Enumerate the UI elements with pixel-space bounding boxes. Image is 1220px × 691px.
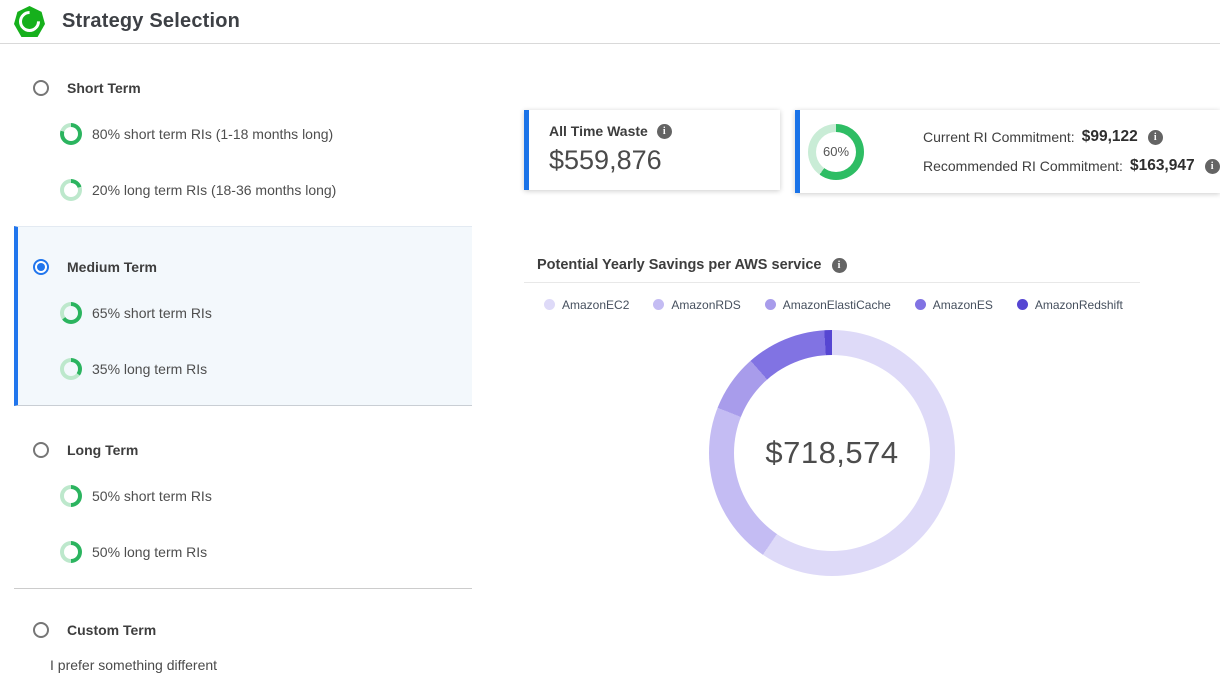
strategy-section-custom-term: Custom Term I prefer something different — [14, 588, 472, 691]
page-title: Strategy Selection — [62, 10, 240, 33]
page-header: Strategy Selection — [0, 0, 1220, 44]
allocation-ring-icon — [60, 179, 82, 201]
allocation-label: 65% short term RIs — [92, 305, 212, 321]
strategy-label: Short Term — [67, 80, 141, 96]
all-time-waste-value: $559,876 — [549, 145, 780, 176]
legend-dot-icon — [653, 299, 664, 310]
legend-item-amazonredshift[interactable]: AmazonRedshift — [1017, 298, 1123, 312]
allocation-label: 20% long term RIs (18-36 months long) — [92, 182, 336, 198]
info-icon[interactable]: i — [1148, 130, 1163, 145]
strategy-label: Long Term — [67, 442, 138, 458]
allocation-ring-icon — [60, 123, 82, 145]
strategy-section-short-term: Short Term 80% short term RIs (1-18 month… — [14, 44, 472, 226]
allocation-label: 50% short term RIs — [92, 488, 212, 504]
info-icon[interactable]: i — [1205, 159, 1220, 174]
allocation-label: 35% long term RIs — [92, 361, 207, 377]
legend-label: AmazonRedshift — [1035, 298, 1123, 312]
allocation-item: 65% short term RIs — [60, 302, 472, 324]
waste-card-title: All Time Waste — [549, 123, 648, 139]
strategy-description: I prefer something different — [50, 657, 472, 673]
allocation-ring-icon — [60, 302, 82, 324]
strategy-label: Custom Term — [67, 622, 156, 638]
radio-long-term[interactable] — [33, 442, 49, 458]
legend-item-amazones[interactable]: AmazonES — [915, 298, 993, 312]
recommended-ri-commitment-value: $163,947 — [1130, 157, 1195, 175]
chart-legend: AmazonEC2 AmazonRDS AmazonElastiCache Amazo… — [544, 297, 1140, 312]
chart-title: Potential Yearly Savings per AWS service — [537, 257, 822, 273]
current-ri-commitment-label: Current RI Commitment: — [923, 129, 1075, 145]
chart-divider — [524, 282, 1140, 283]
legend-dot-icon — [765, 299, 776, 310]
allocation-item: 35% long term RIs — [60, 358, 472, 380]
info-icon[interactable]: i — [832, 258, 847, 273]
savings-donut-chart: $718,574 — [709, 330, 955, 576]
allocation-ring-icon — [60, 358, 82, 380]
legend-item-amazonrds[interactable]: AmazonRDS — [653, 298, 740, 312]
strategy-option-long-term[interactable]: Long Term — [33, 441, 472, 458]
current-ri-commitment-value: $99,122 — [1082, 128, 1138, 146]
recommended-ri-commitment-row: Recommended RI Commitment: $163,947 i — [923, 157, 1220, 175]
radio-medium-term[interactable] — [33, 259, 49, 275]
legend-dot-icon — [915, 299, 926, 310]
strategy-section-long-term: Long Term 50% short term RIs 50% long term… — [14, 406, 472, 588]
strategy-selection-page: Strategy Selection Short Term 80% short t… — [0, 0, 1220, 691]
logo-c-glyph — [15, 7, 45, 37]
legend-dot-icon — [544, 299, 555, 310]
allocation-item: 50% long term RIs — [60, 541, 472, 563]
legend-item-amazonelasticache[interactable]: AmazonElastiCache — [765, 298, 891, 312]
strategy-list: Short Term 80% short term RIs (1-18 month… — [14, 44, 472, 691]
strategy-label: Medium Term — [67, 259, 157, 275]
app-logo-icon — [14, 6, 45, 37]
recommended-ri-commitment-label: Recommended RI Commitment: — [923, 158, 1123, 174]
legend-item-amazonec2[interactable]: AmazonEC2 — [544, 298, 629, 312]
info-icon[interactable]: i — [657, 124, 672, 139]
strategy-option-custom-term[interactable]: Custom Term — [33, 621, 472, 638]
donut-center-value: $718,574 — [709, 330, 955, 576]
gauge-percent-label: 60% — [823, 144, 849, 159]
allocation-label: 50% long term RIs — [92, 544, 207, 560]
strategy-option-short-term[interactable]: Short Term — [33, 79, 472, 96]
radio-short-term[interactable] — [33, 80, 49, 96]
radio-custom-term[interactable] — [33, 622, 49, 638]
legend-label: AmazonEC2 — [562, 298, 629, 312]
ri-commitment-card: 60% Current RI Commitment: $99,122 i Rec… — [795, 110, 1220, 193]
allocation-item: 80% short term RIs (1-18 months long) — [60, 123, 472, 145]
legend-dot-icon — [1017, 299, 1028, 310]
allocation-item: 50% short term RIs — [60, 485, 472, 507]
legend-label: AmazonRDS — [671, 298, 740, 312]
all-time-waste-card: All Time Waste i $559,876 — [524, 110, 780, 190]
current-ri-commitment-row: Current RI Commitment: $99,122 i — [923, 128, 1220, 146]
allocation-ring-icon — [60, 541, 82, 563]
allocation-ring-icon — [60, 485, 82, 507]
strategy-option-medium-term[interactable]: Medium Term — [33, 258, 472, 275]
strategy-section-medium-term: Medium Term 65% short term RIs 35% long te… — [14, 226, 472, 406]
legend-label: AmazonElastiCache — [783, 298, 891, 312]
allocation-item: 20% long term RIs (18-36 months long) — [60, 179, 472, 201]
ri-coverage-gauge: 60% — [808, 124, 864, 180]
allocation-label: 80% short term RIs (1-18 months long) — [92, 126, 333, 142]
savings-chart-section: Potential Yearly Savings per AWS service… — [524, 252, 1140, 576]
legend-label: AmazonES — [933, 298, 993, 312]
